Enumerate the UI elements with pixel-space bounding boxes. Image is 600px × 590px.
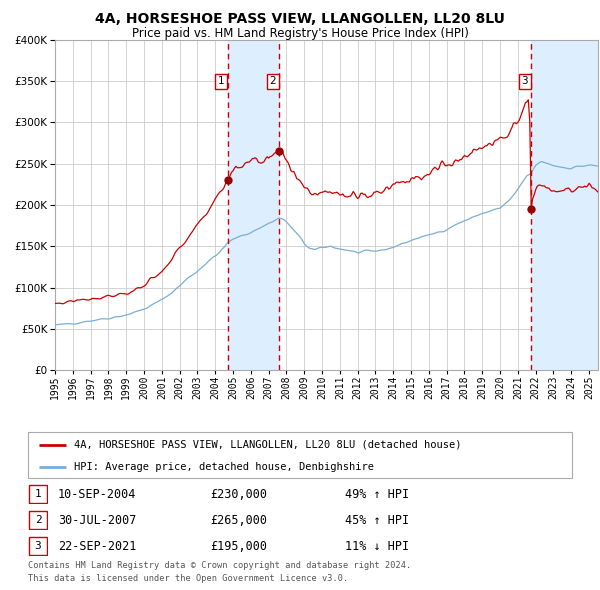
FancyBboxPatch shape <box>28 432 572 478</box>
Text: 49% ↑ HPI: 49% ↑ HPI <box>345 487 409 500</box>
Text: 1: 1 <box>218 76 224 86</box>
Text: £195,000: £195,000 <box>210 539 267 552</box>
Text: HPI: Average price, detached house, Denbighshire: HPI: Average price, detached house, Denb… <box>74 461 374 471</box>
Text: 3: 3 <box>35 541 41 551</box>
Text: £230,000: £230,000 <box>210 487 267 500</box>
Text: 22-SEP-2021: 22-SEP-2021 <box>58 539 136 552</box>
FancyBboxPatch shape <box>29 485 47 503</box>
Text: 4A, HORSESHOE PASS VIEW, LLANGOLLEN, LL20 8LU: 4A, HORSESHOE PASS VIEW, LLANGOLLEN, LL2… <box>95 12 505 26</box>
Text: 4A, HORSESHOE PASS VIEW, LLANGOLLEN, LL20 8LU (detached house): 4A, HORSESHOE PASS VIEW, LLANGOLLEN, LL2… <box>74 440 462 450</box>
Text: 1: 1 <box>35 489 41 499</box>
Text: This data is licensed under the Open Government Licence v3.0.: This data is licensed under the Open Gov… <box>28 574 348 583</box>
Text: 2: 2 <box>269 76 276 86</box>
Text: Price paid vs. HM Land Registry's House Price Index (HPI): Price paid vs. HM Land Registry's House … <box>131 27 469 40</box>
Text: 45% ↑ HPI: 45% ↑ HPI <box>345 513 409 526</box>
Text: £265,000: £265,000 <box>210 513 267 526</box>
Text: 10-SEP-2004: 10-SEP-2004 <box>58 487 136 500</box>
Bar <box>531 40 598 370</box>
Text: 11% ↓ HPI: 11% ↓ HPI <box>345 539 409 552</box>
FancyBboxPatch shape <box>29 537 47 555</box>
Text: 2: 2 <box>35 515 41 525</box>
Bar <box>227 40 279 370</box>
Text: 3: 3 <box>521 76 528 86</box>
Text: Contains HM Land Registry data © Crown copyright and database right 2024.: Contains HM Land Registry data © Crown c… <box>28 561 411 570</box>
Text: 30-JUL-2007: 30-JUL-2007 <box>58 513 136 526</box>
FancyBboxPatch shape <box>29 511 47 529</box>
